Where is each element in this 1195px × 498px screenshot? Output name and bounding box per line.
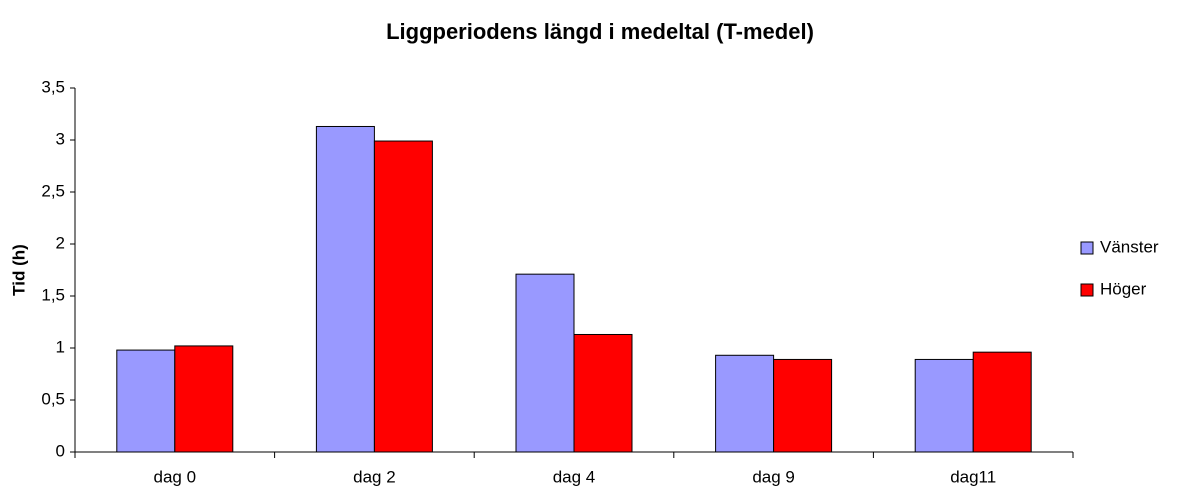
y-tick-label: 0,5 xyxy=(41,389,65,408)
bar xyxy=(174,345,234,453)
bar xyxy=(573,333,633,453)
x-tick-label: dag11 xyxy=(950,467,996,486)
legend-label: Höger xyxy=(1100,279,1147,298)
legend-swatch xyxy=(1080,241,1094,255)
x-tick-label: dag 9 xyxy=(752,467,795,486)
chart-title: Liggperiodens längd i medeltal (T-medel) xyxy=(386,19,814,44)
bar xyxy=(515,273,575,453)
y-tick-label: 1 xyxy=(56,337,65,356)
bar xyxy=(773,358,833,453)
bar xyxy=(715,354,775,453)
x-tick-label: dag 0 xyxy=(154,467,197,486)
y-tick-label: 2 xyxy=(56,233,65,252)
x-tick-label: dag 2 xyxy=(353,467,396,486)
y-tick-label: 0 xyxy=(56,441,65,460)
bar xyxy=(972,351,1032,453)
y-tick-label: 3 xyxy=(56,129,65,148)
y-tick-label: 2,5 xyxy=(41,181,65,200)
y-axis-label: Tid (h) xyxy=(9,244,28,296)
bar xyxy=(315,125,375,453)
legend-swatch xyxy=(1080,283,1094,297)
y-tick-label: 1,5 xyxy=(41,285,65,304)
bar xyxy=(373,140,433,453)
legend-label: Vänster xyxy=(1100,237,1159,256)
x-tick-label: dag 4 xyxy=(553,467,596,486)
bar xyxy=(914,358,974,453)
bar xyxy=(116,349,176,453)
y-tick-label: 3,5 xyxy=(41,77,65,96)
